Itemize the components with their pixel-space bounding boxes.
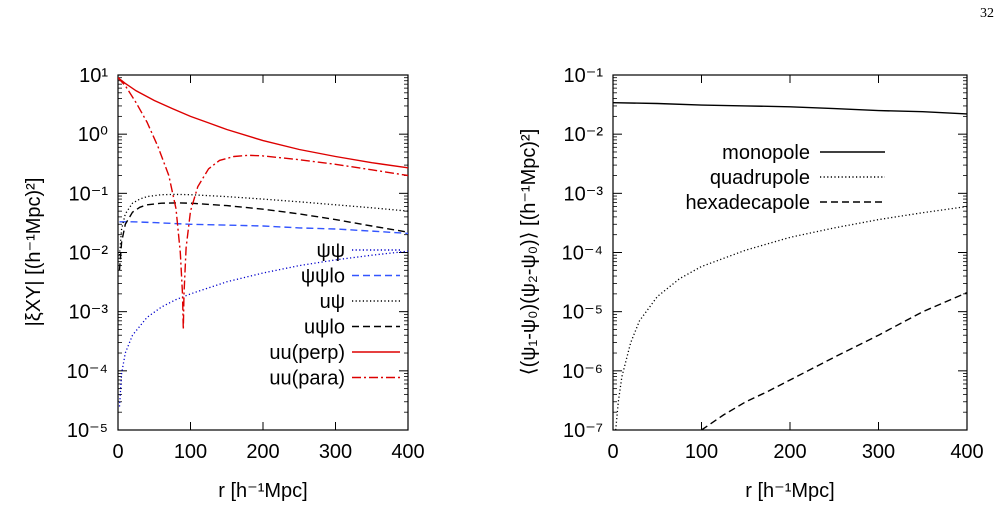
- left-y-tick-label: 10⁻³: [69, 302, 109, 324]
- right-legend-label: monopole: [722, 142, 810, 164]
- left-legend-label: ψψ: [316, 240, 345, 262]
- right-series-group: [613, 102, 967, 430]
- right-y-tick-label: 10⁻²: [564, 124, 604, 146]
- right-plot-frame: [612, 74, 968, 431]
- left-legend-label: uu(perp): [269, 342, 345, 364]
- left-panel: 0 100 200 300 40010⁻⁵10⁻⁴10⁻³10⁻²10⁻¹10⁰10¹ …: [23, 65, 425, 502]
- right-legend-label: quadrupole: [710, 167, 810, 189]
- right-y-axis-label: ⟨(ψ₁-ψ₀)(ψ₂-ψ₀)⟩ [(h⁻¹Mpc)²]: [518, 129, 540, 375]
- left-y-tick-label: 10⁻⁵: [67, 420, 108, 442]
- right-y-tick-label: 10⁻⁴: [562, 243, 603, 265]
- right-series-line-1: [615, 205, 967, 430]
- right-series-line-2: [701, 291, 967, 430]
- left-x-tick-label: 100: [174, 441, 207, 463]
- left-legend-label: uψlo: [304, 317, 345, 339]
- left-series-line-0: [118, 250, 408, 407]
- left-y-tick-label: 10⁰: [78, 124, 108, 146]
- right-x-axis-label: r [h⁻¹Mpc]: [745, 480, 834, 502]
- left-y-axis-label: |ξXY| [(h⁻¹Mpc)²]: [23, 178, 45, 327]
- left-x-tick-label: 400: [391, 441, 424, 463]
- left-x-tick-label: 300: [319, 441, 352, 463]
- left-legend-label: uψ: [320, 291, 345, 313]
- left-x-axis-label: r [h⁻¹Mpc]: [218, 480, 307, 502]
- left-series-line-4: [118, 77, 408, 169]
- right-y-tick-label: 10⁻³: [564, 183, 604, 205]
- left-series-group: [118, 77, 408, 407]
- left-axis-ticks: 0 100 200 300 400 10⁻⁵ 10⁻⁴ 10⁻³ 10⁻² 10⁻¹ 10⁰ 10¹: [67, 65, 425, 463]
- right-y-tick-label: 10⁻¹: [564, 65, 604, 87]
- right-x-tick-label: 300: [862, 441, 895, 463]
- right-x-tick-label: 0: [607, 441, 618, 463]
- right-x-tick-label: 400: [950, 441, 983, 463]
- right-x-tick-label: 200: [773, 441, 806, 463]
- right-panel: 0 100 200 300 400 10⁻⁷ 10⁻⁶ 10⁻⁵ 10⁻⁴ 10⁻³ 10⁻² 10⁻…: [518, 65, 984, 502]
- left-y-tick-label: 10¹: [79, 65, 108, 87]
- right-y-tick-label: 10⁻⁷: [563, 420, 603, 442]
- left-x-tick-label: 200: [246, 441, 279, 463]
- left-y-tick-label: 10⁻¹: [69, 183, 109, 205]
- right-y-tick-label: 10⁻⁵: [562, 302, 603, 324]
- right-series-line-0: [613, 102, 967, 115]
- right-legend: monopole quadrupole hexadecapole: [685, 142, 885, 214]
- left-series-line-3: [118, 202, 408, 271]
- left-legend-label: ψψlo: [301, 266, 345, 288]
- right-y-tick-label: 10⁻⁶: [562, 361, 603, 383]
- right-x-tick-label: 100: [685, 441, 718, 463]
- left-legend-label: uu(para): [269, 368, 345, 390]
- left-y-tick-label: 10⁻²: [69, 243, 109, 265]
- left-series-line-5: [118, 77, 408, 330]
- right-legend-label: hexadecapole: [685, 192, 810, 214]
- right-axis-ticks: 0 100 200 300 400 10⁻⁷ 10⁻⁶ 10⁻⁵ 10⁻⁴ 10⁻³ 10⁻² 10⁻…: [562, 65, 984, 463]
- left-x-tick-label: 0: [112, 441, 123, 463]
- page-number: 32: [980, 6, 994, 21]
- left-series-line-1: [119, 221, 408, 235]
- left-plot-frame: [117, 74, 409, 431]
- left-y-tick-label: 10⁻⁴: [67, 361, 108, 383]
- left-legend: ψψ ψψlo uψ uψlo uu(perp) uu(para): [269, 240, 400, 390]
